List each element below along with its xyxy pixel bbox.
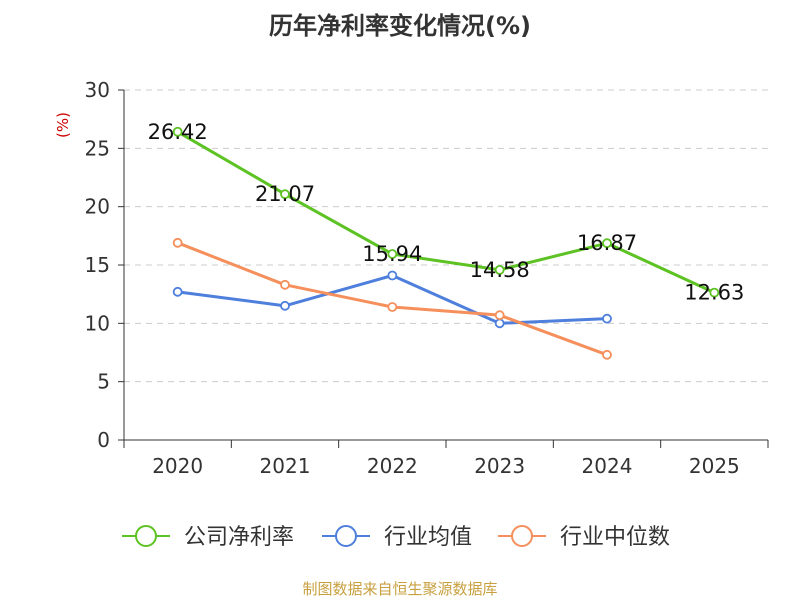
- series-line: [177, 274, 608, 325]
- chart-title: 历年净利率变化情况(%): [269, 12, 531, 40]
- legend-marker: [335, 525, 357, 547]
- legend-marker: [135, 525, 157, 547]
- series-2: [172, 237, 612, 360]
- legend-item-1[interactable]: 行业均值: [322, 525, 472, 550]
- data-label: 21.07: [255, 182, 315, 206]
- data-label: 26.42: [148, 120, 208, 144]
- data-point: [602, 238, 612, 249]
- data-point: [280, 279, 290, 290]
- x-tick-label: 2025: [689, 454, 740, 478]
- legend-item-2[interactable]: 行业中位数: [498, 525, 670, 550]
- y-tick-label: 5: [97, 370, 110, 394]
- data-point: [280, 189, 290, 200]
- data-point: [387, 249, 398, 259]
- data-point: [387, 270, 398, 281]
- y-tick-label: 10: [85, 311, 110, 335]
- x-tick-label: 2022: [367, 454, 418, 478]
- source-note: 制图数据来自恒生聚源数据库: [302, 580, 498, 598]
- data-label: 15.94: [362, 242, 422, 266]
- data-point: [602, 313, 612, 324]
- legend-label: 行业均值: [384, 525, 472, 550]
- x-tick-label: 2020: [152, 454, 203, 478]
- y-tick-label: 30: [85, 78, 110, 102]
- data-point: [709, 287, 720, 298]
- data-point: [172, 286, 183, 297]
- grid-lines: [124, 89, 768, 383]
- series-line: [176, 130, 715, 295]
- data-point: [172, 126, 183, 137]
- data-label: 16.87: [577, 231, 637, 255]
- legend-item-0[interactable]: 公司净利率: [122, 525, 294, 550]
- x-tick-label: 2024: [582, 454, 633, 478]
- data-label: 12.63: [684, 281, 744, 305]
- series: [172, 126, 720, 360]
- data-point: [280, 300, 290, 311]
- data-point: [494, 318, 505, 329]
- legend-marker: [511, 525, 533, 547]
- data-labels: 26.42 21.07 15.94 14.58 16.87 12.63: [148, 120, 745, 305]
- legend[interactable]: 公司净利率 行业均值 行业中位数: [122, 525, 670, 550]
- y-tick-label: 15: [85, 253, 110, 277]
- legend-label: 公司净利率: [184, 525, 294, 550]
- x-tick-label: 2021: [260, 454, 311, 478]
- data-point: [494, 310, 505, 321]
- series-1: [172, 270, 612, 329]
- data-point: [387, 302, 398, 312]
- y-tick-label: 20: [85, 195, 110, 219]
- legend-label: 行业中位数: [560, 525, 670, 550]
- data-point: [172, 237, 183, 248]
- y-tick-label: 0: [97, 428, 110, 452]
- series-0: [172, 126, 720, 298]
- x-tick-label: 2023: [474, 454, 525, 478]
- data-label: 14.58: [470, 258, 530, 282]
- y-axis-label: (%): [54, 112, 72, 138]
- data-point: [494, 264, 505, 275]
- data-point: [602, 349, 612, 360]
- y-tick-label: 25: [85, 136, 110, 160]
